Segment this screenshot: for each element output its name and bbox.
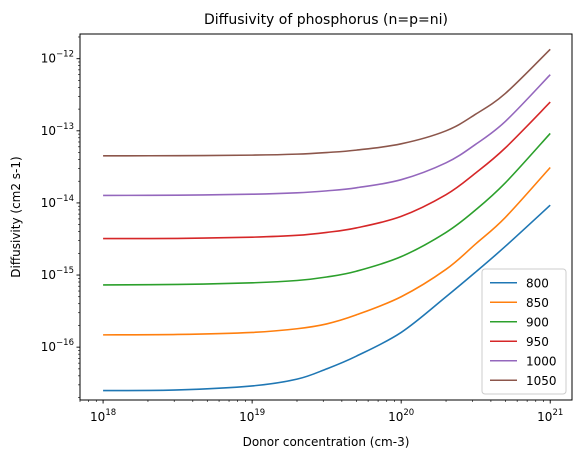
legend-label: 800 bbox=[526, 276, 549, 290]
x-tick-label: 1020 bbox=[388, 408, 414, 424]
x-tick-label: 1018 bbox=[90, 408, 116, 424]
y-tick-label: 10−14 bbox=[41, 194, 74, 210]
legend: 800 850 900 950 1000 1050 bbox=[481, 268, 567, 395]
legend-label: 1050 bbox=[526, 374, 557, 388]
series-line-950 bbox=[103, 101, 551, 240]
x-tick-label: 1019 bbox=[239, 408, 265, 424]
y-axis: 10−16 10−15 10−14 10−13 10−12 bbox=[41, 36, 80, 398]
plot-frame bbox=[79, 33, 573, 401]
legend-label: 1000 bbox=[526, 354, 557, 368]
x-tick-label: 1021 bbox=[537, 408, 563, 424]
x-axis: 1018 1019 1020 1021 bbox=[79, 400, 563, 424]
series-line-850 bbox=[103, 166, 551, 336]
x-axis-label: Donor concentration (cm-3) bbox=[243, 435, 410, 449]
y-axis-label: Diffusivity (cm2 s-1) bbox=[9, 156, 23, 277]
series-line-800 bbox=[103, 204, 551, 392]
y-tick-label: 10−13 bbox=[41, 122, 74, 138]
series-line-900 bbox=[103, 132, 551, 286]
y-tick-label: 10−12 bbox=[41, 50, 74, 66]
series-line-1050 bbox=[103, 48, 551, 157]
y-tick-label: 10−16 bbox=[41, 338, 74, 354]
chart-title: Diffusivity of phosphorus (n=p=ni) bbox=[204, 12, 448, 28]
series-line-1000 bbox=[103, 74, 551, 197]
plot-lines bbox=[103, 48, 551, 392]
legend-label: 950 bbox=[526, 335, 549, 349]
legend-label: 850 bbox=[526, 296, 549, 310]
legend-label: 900 bbox=[526, 315, 549, 329]
legend-box bbox=[481, 268, 567, 395]
y-tick-label: 10−15 bbox=[41, 266, 74, 282]
